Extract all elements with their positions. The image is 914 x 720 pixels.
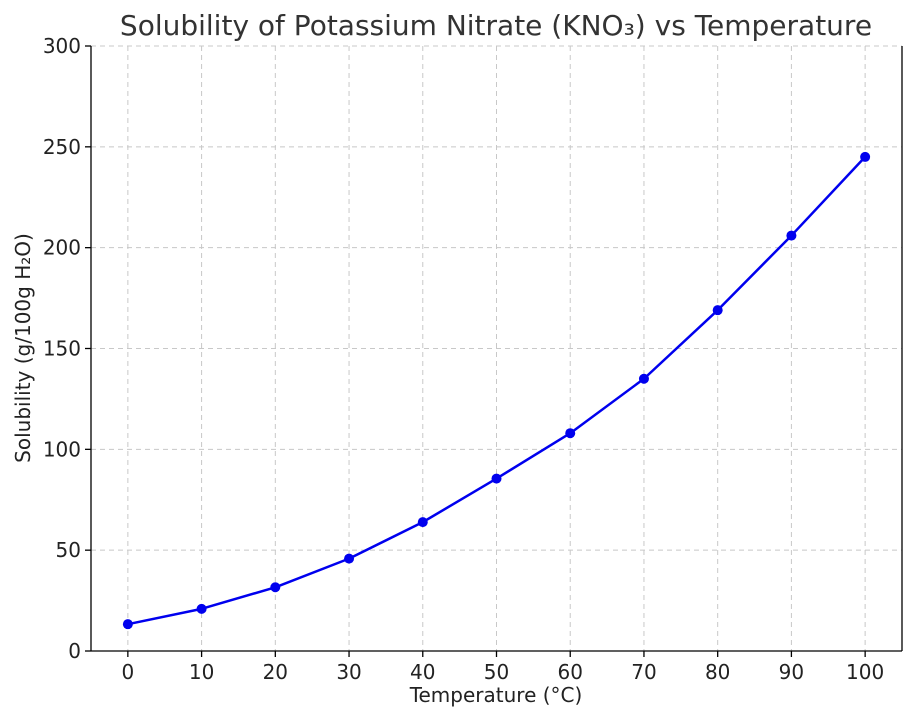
x-tick-label: 80 [705, 660, 730, 684]
data-point [344, 553, 355, 564]
data-point [417, 517, 428, 528]
y-tick-label: 300 [43, 34, 81, 58]
y-tick-label: 250 [43, 135, 81, 159]
y-tick-label: 0 [68, 639, 81, 663]
y-tick-label: 200 [43, 236, 81, 260]
chart-title: Solubility of Potassium Nitrate (KNO₃) v… [120, 9, 872, 42]
data-point [565, 428, 576, 439]
y-tick-label: 150 [43, 337, 81, 361]
x-tick-label: 30 [336, 660, 361, 684]
x-tick-label: 100 [846, 660, 884, 684]
y-tick-label: 100 [43, 437, 81, 461]
data-point [491, 473, 502, 484]
data-point [860, 151, 871, 162]
y-tick-label: 50 [56, 538, 81, 562]
data-point [122, 619, 133, 630]
ticks: 0 10 20 30 40 50 60 70 80 90 100 0 50 100 150 200 250 300 [43, 34, 884, 684]
x-tick-label: 0 [121, 660, 134, 684]
x-tick-label: 50 [484, 660, 509, 684]
data-point [786, 230, 797, 241]
x-tick-label: 10 [189, 660, 214, 684]
data-point [270, 582, 281, 593]
x-tick-label: 60 [558, 660, 583, 684]
data-point [196, 603, 207, 614]
x-tick-label: 70 [631, 660, 656, 684]
series [122, 151, 871, 630]
data-point [638, 373, 649, 384]
x-axis-label: Temperature (°C) [409, 683, 583, 707]
x-tick-label: 20 [263, 660, 288, 684]
y-axis-label: Solubility (g/100g H₂O) [11, 233, 35, 463]
x-tick-label: 40 [410, 660, 435, 684]
data-point [712, 305, 723, 316]
x-tick-label: 90 [779, 660, 804, 684]
grid [91, 45, 902, 652]
